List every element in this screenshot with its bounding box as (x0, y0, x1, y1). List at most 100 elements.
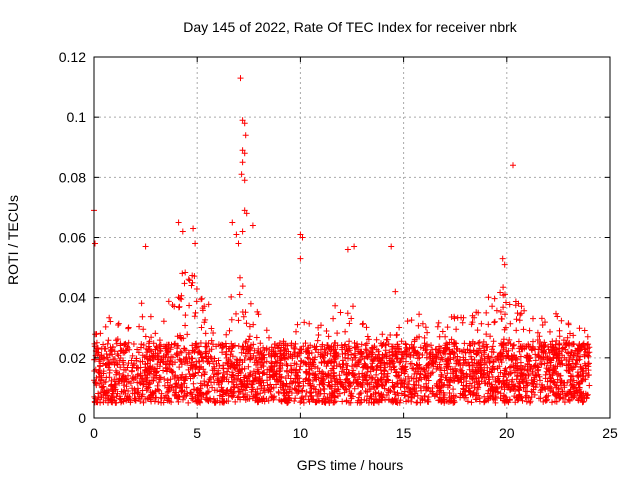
roti-point (390, 384, 397, 391)
roti-point (377, 367, 384, 374)
roti-point (292, 370, 299, 376)
roti-point (484, 395, 491, 402)
roti-point (428, 370, 435, 377)
roti-point (410, 365, 417, 372)
roti-point (342, 350, 348, 357)
roti-point (276, 355, 283, 362)
roti-point (415, 322, 422, 329)
roti-point (373, 336, 380, 343)
roti-point (337, 309, 344, 316)
roti-point (300, 343, 307, 350)
roti-point (105, 337, 112, 344)
roti-point (174, 394, 181, 401)
roti-point (129, 367, 136, 374)
roti-point (130, 374, 137, 381)
roti-point (152, 330, 159, 337)
y-tick-label: 0.08 (59, 169, 86, 185)
roti-point (97, 399, 104, 406)
roti-point (396, 359, 403, 366)
roti-point (559, 352, 566, 359)
roti-point (414, 399, 421, 406)
roti-point (247, 371, 254, 378)
roti-point (311, 344, 318, 351)
roti-point (116, 357, 123, 364)
roti-point (528, 394, 535, 400)
roti-point (195, 358, 202, 365)
roti-point (384, 373, 391, 380)
roti-point (527, 343, 533, 350)
roti-point (139, 376, 146, 383)
roti-point (536, 333, 543, 340)
roti-point (467, 341, 474, 347)
roti-point (111, 376, 118, 383)
roti-point (440, 396, 447, 403)
roti-point (344, 347, 351, 354)
roti-point (272, 341, 278, 347)
roti-point (486, 358, 493, 365)
roti-point (384, 370, 391, 377)
roti-point (177, 348, 184, 355)
roti-point (171, 391, 178, 398)
roti-point (346, 320, 353, 327)
roti-point (223, 331, 230, 338)
roti-point (494, 385, 501, 392)
roti-point (346, 388, 353, 395)
roti-point (233, 231, 240, 238)
roti-point (515, 386, 522, 393)
roti-point (160, 318, 167, 325)
roti-point (438, 383, 445, 390)
roti-point (421, 397, 428, 404)
roti-point (194, 349, 201, 356)
roti-point (340, 384, 347, 391)
roti-point (393, 332, 400, 339)
roti-point (444, 324, 451, 331)
roti-point (227, 351, 234, 358)
roti-point (142, 396, 149, 402)
roti-point (175, 398, 182, 405)
roti-point (453, 326, 460, 333)
roti-point (382, 396, 389, 403)
roti-point (418, 387, 425, 394)
roti-point (469, 312, 476, 319)
roti-point (283, 361, 290, 367)
roti-point (207, 353, 214, 360)
roti-point (157, 341, 164, 348)
roti-point (112, 386, 119, 393)
roti-point (458, 314, 465, 321)
roti-point (461, 374, 467, 381)
roti-point (585, 353, 592, 360)
roti-point (182, 355, 189, 362)
roti-point (165, 395, 172, 402)
roti-point (198, 372, 205, 379)
roti-point (394, 389, 401, 396)
roti-point (436, 394, 443, 401)
roti-point (529, 370, 536, 376)
roti-point (305, 355, 312, 362)
roti-point (103, 395, 109, 402)
roti-point (269, 371, 276, 378)
roti-point (580, 398, 587, 405)
roti-point (266, 334, 272, 341)
roti-point (183, 384, 190, 391)
roti-point (117, 355, 124, 361)
roti-point (94, 399, 101, 406)
roti-point (294, 321, 301, 328)
roti-point (300, 399, 307, 406)
roti-point (539, 381, 546, 388)
roti-point (260, 344, 267, 351)
roti-point (306, 398, 313, 405)
roti-point (395, 372, 402, 379)
roti-point (300, 382, 307, 389)
roti-point (140, 381, 146, 388)
roti-point (348, 351, 355, 358)
roti-point (115, 320, 122, 327)
roti-point (475, 381, 481, 388)
roti-point (508, 369, 515, 376)
roti-point (390, 343, 396, 350)
y-tick-label: 0.06 (59, 230, 86, 246)
roti-point (185, 276, 192, 283)
roti-point (557, 379, 564, 386)
roti-point (563, 356, 570, 363)
roti-point (282, 396, 289, 403)
roti-point (175, 393, 182, 400)
